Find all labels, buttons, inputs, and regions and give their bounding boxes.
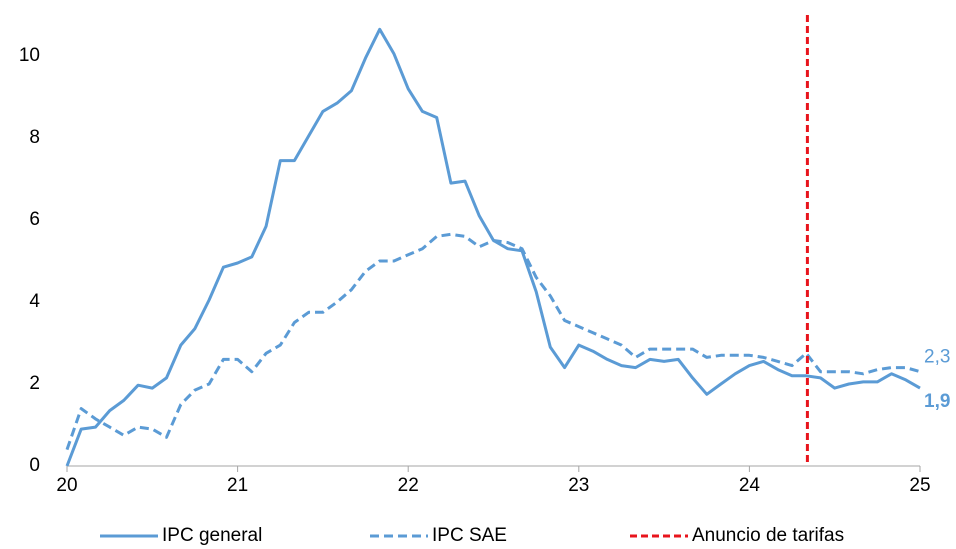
y-tick-label: 4 bbox=[29, 291, 40, 312]
y-tick-label: 0 bbox=[29, 455, 40, 476]
x-tick-label: 25 bbox=[909, 475, 930, 496]
legend-label: Anuncio de tarifas bbox=[692, 525, 844, 546]
y-tick-label: 6 bbox=[29, 209, 40, 230]
series-line bbox=[65, 232, 921, 451]
x-tick-label: 22 bbox=[398, 475, 419, 496]
x-tick-label: 21 bbox=[227, 475, 248, 496]
x-tick-label: 24 bbox=[739, 475, 761, 496]
legend-label: IPC general bbox=[162, 525, 262, 546]
end-label: 2,3 bbox=[924, 347, 950, 368]
series-line bbox=[65, 27, 921, 467]
y-tick-label: 8 bbox=[29, 127, 40, 148]
y-tick-label: 10 bbox=[19, 45, 40, 66]
x-tick-label: 20 bbox=[56, 475, 77, 496]
legend-label: IPC SAE bbox=[432, 525, 507, 546]
end-label: 1,9 bbox=[924, 391, 950, 412]
x-tick-label: 23 bbox=[568, 475, 589, 496]
y-tick-label: 2 bbox=[29, 373, 40, 394]
